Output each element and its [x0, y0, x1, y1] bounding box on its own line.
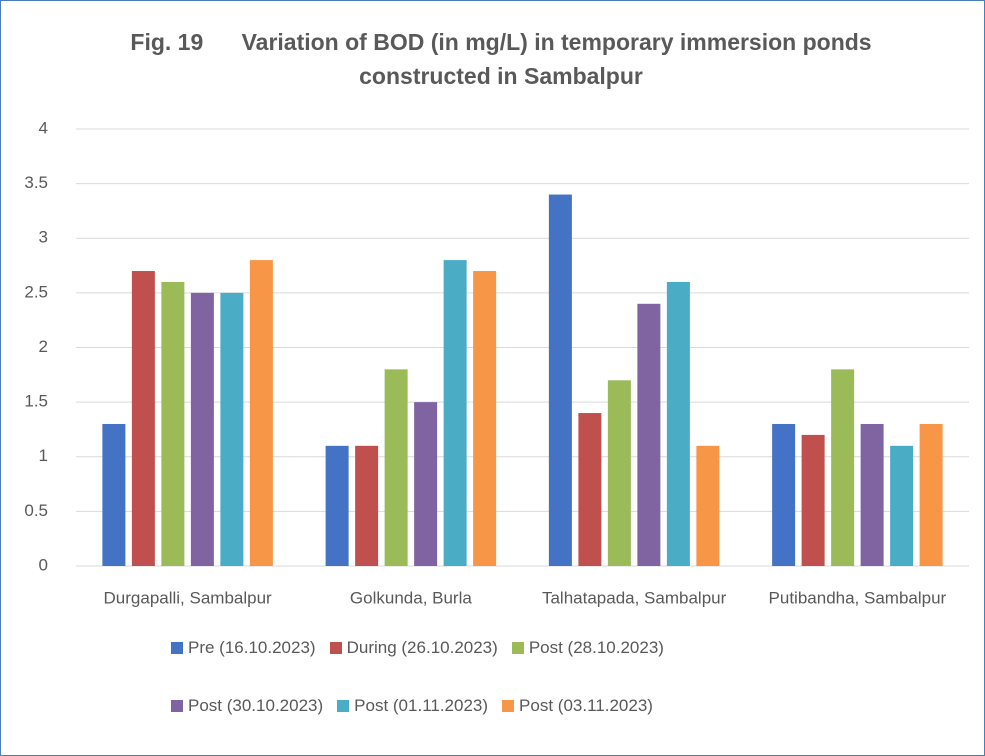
- legend-swatch: [329, 642, 342, 654]
- chart-title: Fig. 19 Variation of BOD (in mg/L) in te…: [130, 29, 878, 89]
- legend-label: During (26.10.2023): [346, 638, 498, 657]
- bar: [772, 423, 796, 566]
- legend-swatch: [502, 700, 515, 712]
- bar: [548, 194, 572, 567]
- legend-swatch: [511, 642, 524, 654]
- legend-item: During (26.10.2023): [329, 637, 498, 659]
- legend-swatch: [171, 700, 183, 712]
- legend-label: Post (03.11.2023): [519, 696, 653, 715]
- bar: [102, 423, 126, 566]
- x-tick-label: Durgapalli, Sambalpur: [104, 588, 273, 607]
- x-tick-label: Talhatapada, Sambalpur: [542, 588, 727, 607]
- bar: [890, 445, 914, 566]
- bar: [860, 423, 884, 566]
- legend-item: Post (01.11.2023): [337, 695, 488, 717]
- bar: [637, 303, 661, 566]
- legend-item: Post (03.11.2023): [502, 695, 653, 717]
- bar: [414, 402, 438, 566]
- bar: [443, 260, 467, 566]
- x-tick-label: Golkunda, Burla: [350, 588, 472, 607]
- bar: [220, 292, 244, 566]
- y-tick-label: 2: [39, 337, 48, 356]
- legend-item: Post (30.10.2023): [171, 695, 323, 717]
- y-tick-label: 1.5: [24, 392, 48, 411]
- bar: [190, 292, 214, 566]
- bar: [473, 271, 497, 566]
- bar: [249, 260, 273, 566]
- legend-swatch: [337, 700, 350, 712]
- legend-label: Pre (16.10.2023): [188, 638, 316, 657]
- legend-item: Pre (16.10.2023): [171, 637, 316, 659]
- legend-swatch: [171, 642, 183, 654]
- bar: [801, 434, 825, 566]
- x-tick-label: Putibandha, Sambalpur: [769, 588, 947, 607]
- y-tick-label: 4: [39, 118, 48, 137]
- bar: [831, 369, 855, 566]
- bar: [131, 271, 155, 566]
- bar: [355, 445, 379, 566]
- bar: [384, 369, 408, 566]
- y-tick-label: 3: [39, 228, 48, 247]
- y-tick-label: 0: [39, 555, 48, 574]
- bar: [325, 445, 349, 566]
- legend-label: Post (30.10.2023): [188, 696, 324, 715]
- legend-label: Post (01.11.2023): [354, 696, 489, 715]
- bar: [666, 281, 690, 566]
- y-tick-label: 2.5: [24, 282, 48, 301]
- bar: [578, 413, 602, 566]
- legend-label: Post (28.10.2023): [528, 638, 664, 657]
- bar: [919, 423, 943, 566]
- bar: [696, 445, 720, 566]
- bar: [607, 380, 631, 566]
- y-tick-label: 0.5: [24, 501, 48, 520]
- bar: [161, 281, 185, 566]
- legend-item: Post (28.10.2023): [511, 637, 664, 659]
- y-tick-label: 3.5: [24, 173, 48, 192]
- legend: Pre (16.10.2023) During (26.10.2023) Post …: [171, 637, 831, 717]
- y-tick-label: 1: [39, 446, 48, 465]
